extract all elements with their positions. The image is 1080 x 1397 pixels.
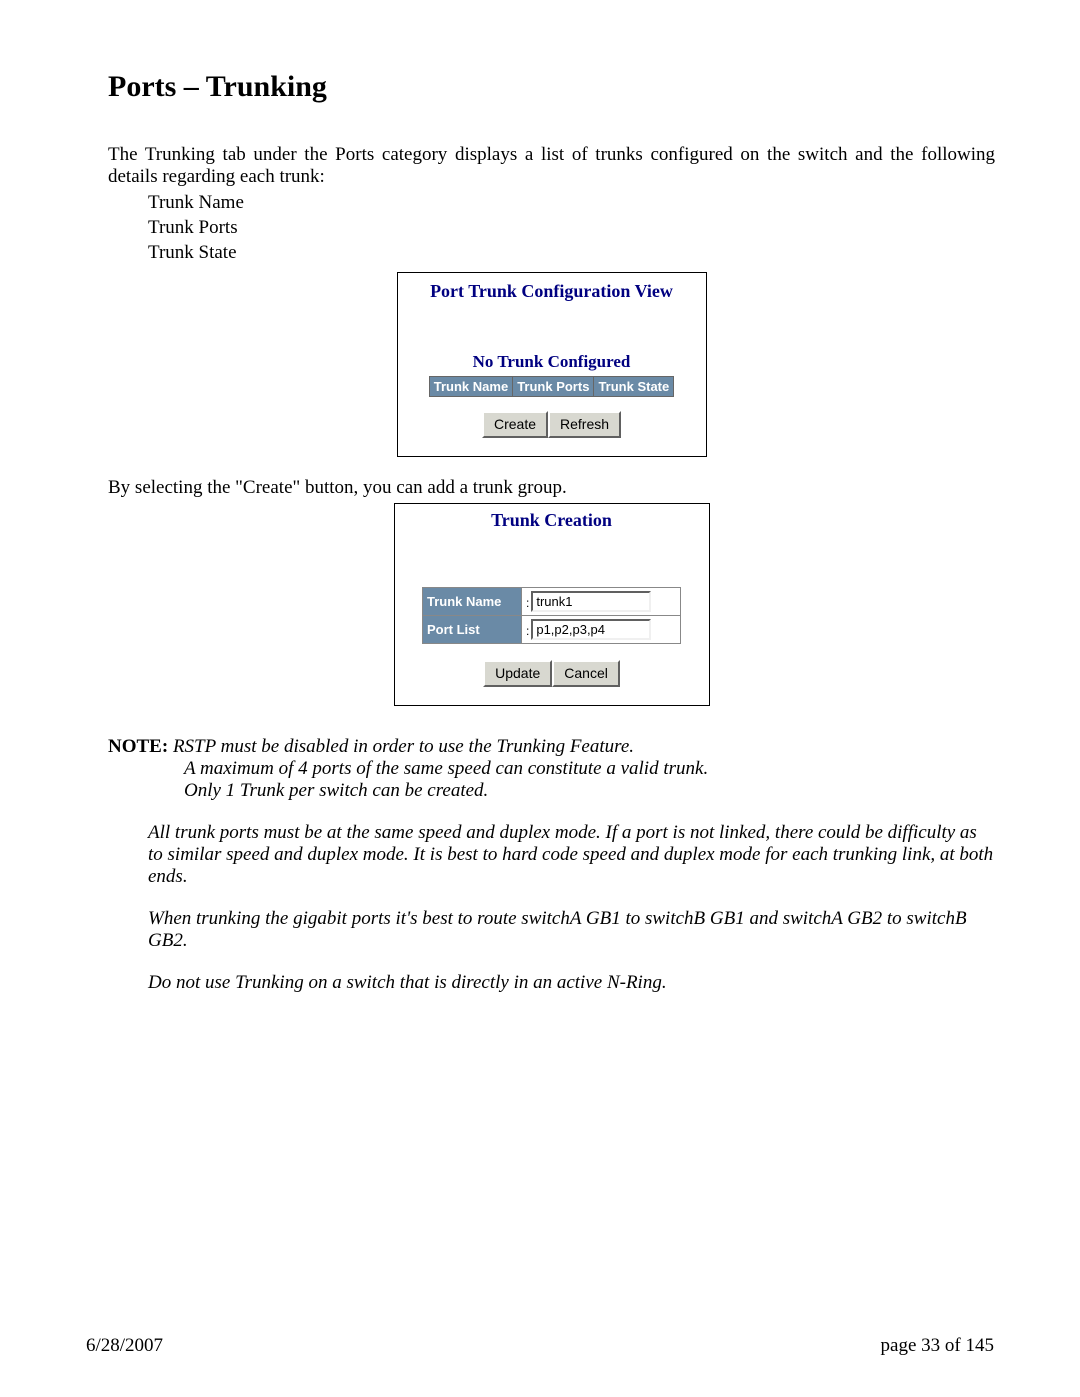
trunk-creation-form: Trunk Name : Port List : — [422, 587, 681, 644]
column-header: Trunk Ports — [513, 377, 594, 397]
note-label: NOTE: — [108, 736, 168, 757]
button-row: UpdateCancel — [403, 660, 701, 687]
column-header: Trunk State — [594, 377, 674, 397]
create-button[interactable]: Create — [482, 411, 548, 438]
note-text: A maximum of 4 ports of the same speed c… — [184, 758, 995, 780]
trunk-table-header: Trunk Name Trunk Ports Trunk State — [429, 376, 674, 397]
footer-date: 6/28/2007 — [86, 1335, 163, 1357]
note-paragraph: All trunk ports must be at the same spee… — [148, 822, 995, 888]
colon-icon: : — [526, 624, 529, 638]
panel-title: Port Trunk Configuration View — [406, 281, 698, 302]
note-paragraph: Do not use Trunking on a switch that is … — [148, 972, 995, 994]
list-item: Trunk State — [148, 242, 995, 265]
column-header: Trunk Name — [429, 377, 512, 397]
note-block: NOTE: RSTP must be disabled in order to … — [108, 736, 995, 994]
update-button[interactable]: Update — [483, 660, 552, 687]
panel-title: Trunk Creation — [403, 510, 701, 531]
port-list-input[interactable] — [531, 619, 651, 640]
trunk-config-view-panel: Port Trunk Configuration View No Trunk C… — [397, 272, 707, 457]
document-page: Ports – Trunking The Trunking tab under … — [0, 0, 1080, 1397]
table-row: Port List : — [423, 616, 681, 644]
footer-page: page 33 of 145 — [881, 1335, 994, 1357]
page-title: Ports – Trunking — [108, 70, 995, 104]
cancel-button[interactable]: Cancel — [552, 660, 620, 687]
intro-paragraph: The Trunking tab under the Ports categor… — [108, 144, 995, 188]
table-row: Trunk Name : — [423, 588, 681, 616]
trunk-name-label: Trunk Name — [423, 588, 522, 616]
note-text: Only 1 Trunk per switch can be created. — [184, 780, 995, 802]
panel-subtitle: No Trunk Configured — [406, 352, 698, 372]
list-item: Trunk Name — [148, 192, 995, 215]
colon-icon: : — [526, 596, 529, 610]
trunk-name-input[interactable] — [531, 591, 651, 612]
port-list-label: Port List — [423, 616, 522, 644]
note-paragraph: When trunking the gigabit ports it's bes… — [148, 908, 995, 952]
detail-list: Trunk Name Trunk Ports Trunk State — [148, 192, 995, 264]
trunk-name-cell: : — [522, 588, 681, 616]
mid-paragraph: By selecting the "Create" button, you ca… — [108, 477, 995, 499]
refresh-button[interactable]: Refresh — [548, 411, 621, 438]
list-item: Trunk Ports — [148, 217, 995, 240]
trunk-creation-panel: Trunk Creation Trunk Name : Port List : … — [394, 503, 710, 706]
note-text: RSTP must be disabled in order to use th… — [173, 736, 634, 757]
button-row: CreateRefresh — [406, 411, 698, 438]
page-footer: 6/28/2007 page 33 of 145 — [86, 1335, 994, 1357]
port-list-cell: : — [522, 616, 681, 644]
